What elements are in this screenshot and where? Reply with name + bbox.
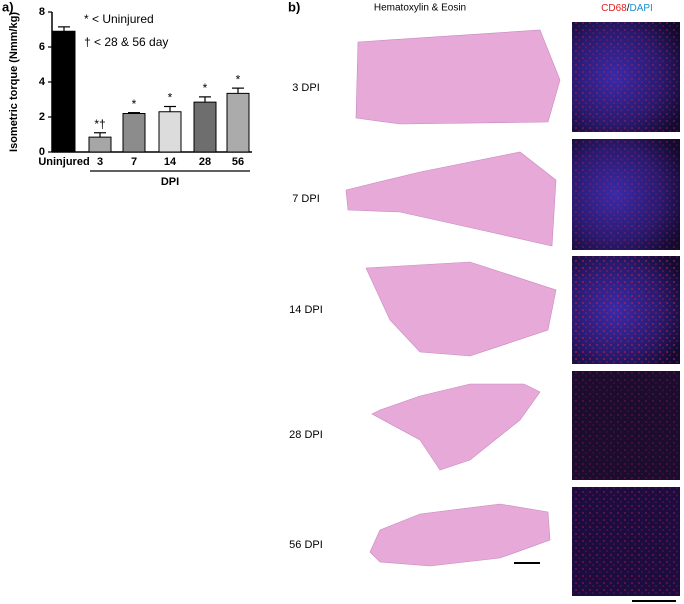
he-section (345, 151, 557, 247)
he-title: Hematoxylin & Eosin (374, 3, 466, 14)
panel-label: b) (288, 0, 300, 14)
bar (88, 136, 112, 153)
significance-label: * (203, 81, 208, 95)
panel-label: a) (2, 0, 14, 14)
legend-entry: † < 28 & 56 day (84, 35, 168, 49)
he-images (345, 29, 561, 567)
bar (122, 113, 146, 153)
x-tick-label: Uninjured (38, 156, 89, 168)
if-title-part: CD68 (601, 3, 627, 14)
significance-label: * (236, 72, 241, 86)
if-signal (572, 256, 680, 364)
bar (226, 92, 250, 153)
x-tick-label: 14 (164, 156, 177, 168)
bar (158, 111, 182, 153)
he-section (365, 261, 557, 357)
he-section (355, 29, 561, 125)
bar (193, 101, 217, 153)
if-title: CD68/DAPI (601, 3, 653, 14)
if-signal (572, 139, 680, 250)
if-signal (572, 22, 680, 132)
y-axis-label: Isometric torque (Nmm/kg) (8, 12, 20, 152)
y-tick-label: 4 (39, 76, 46, 88)
significance-label: * (168, 91, 173, 105)
significance-label: *† (94, 117, 105, 131)
y-tick-label: 2 (39, 111, 45, 123)
significance-label: * (132, 97, 137, 111)
x-tick-label: 3 (97, 156, 103, 168)
y-tick-label: 6 (39, 41, 45, 53)
x-tick-label: 56 (232, 156, 244, 168)
row-label: 56 DPI (289, 539, 323, 551)
row-label: 7 DPI (292, 193, 320, 205)
row-label: 14 DPI (289, 304, 323, 316)
legend-entry: * < Uninjured (84, 12, 154, 26)
bar (52, 30, 76, 153)
he-section (369, 503, 551, 567)
if-signal (572, 371, 680, 480)
x-tick-label: 28 (199, 156, 211, 168)
row-label: 28 DPI (289, 429, 323, 441)
if-images (572, 22, 680, 596)
row-label: 3 DPI (292, 82, 320, 94)
y-tick-label: 8 (39, 6, 45, 18)
if-title-part: DAPI (630, 3, 653, 14)
x-axis-label: DPI (161, 176, 179, 188)
if-title-part: / (627, 3, 630, 14)
if-signal (572, 487, 680, 596)
y-tick-label: 0 (39, 146, 45, 158)
x-tick-label: 7 (131, 156, 137, 168)
he-section (371, 383, 541, 471)
